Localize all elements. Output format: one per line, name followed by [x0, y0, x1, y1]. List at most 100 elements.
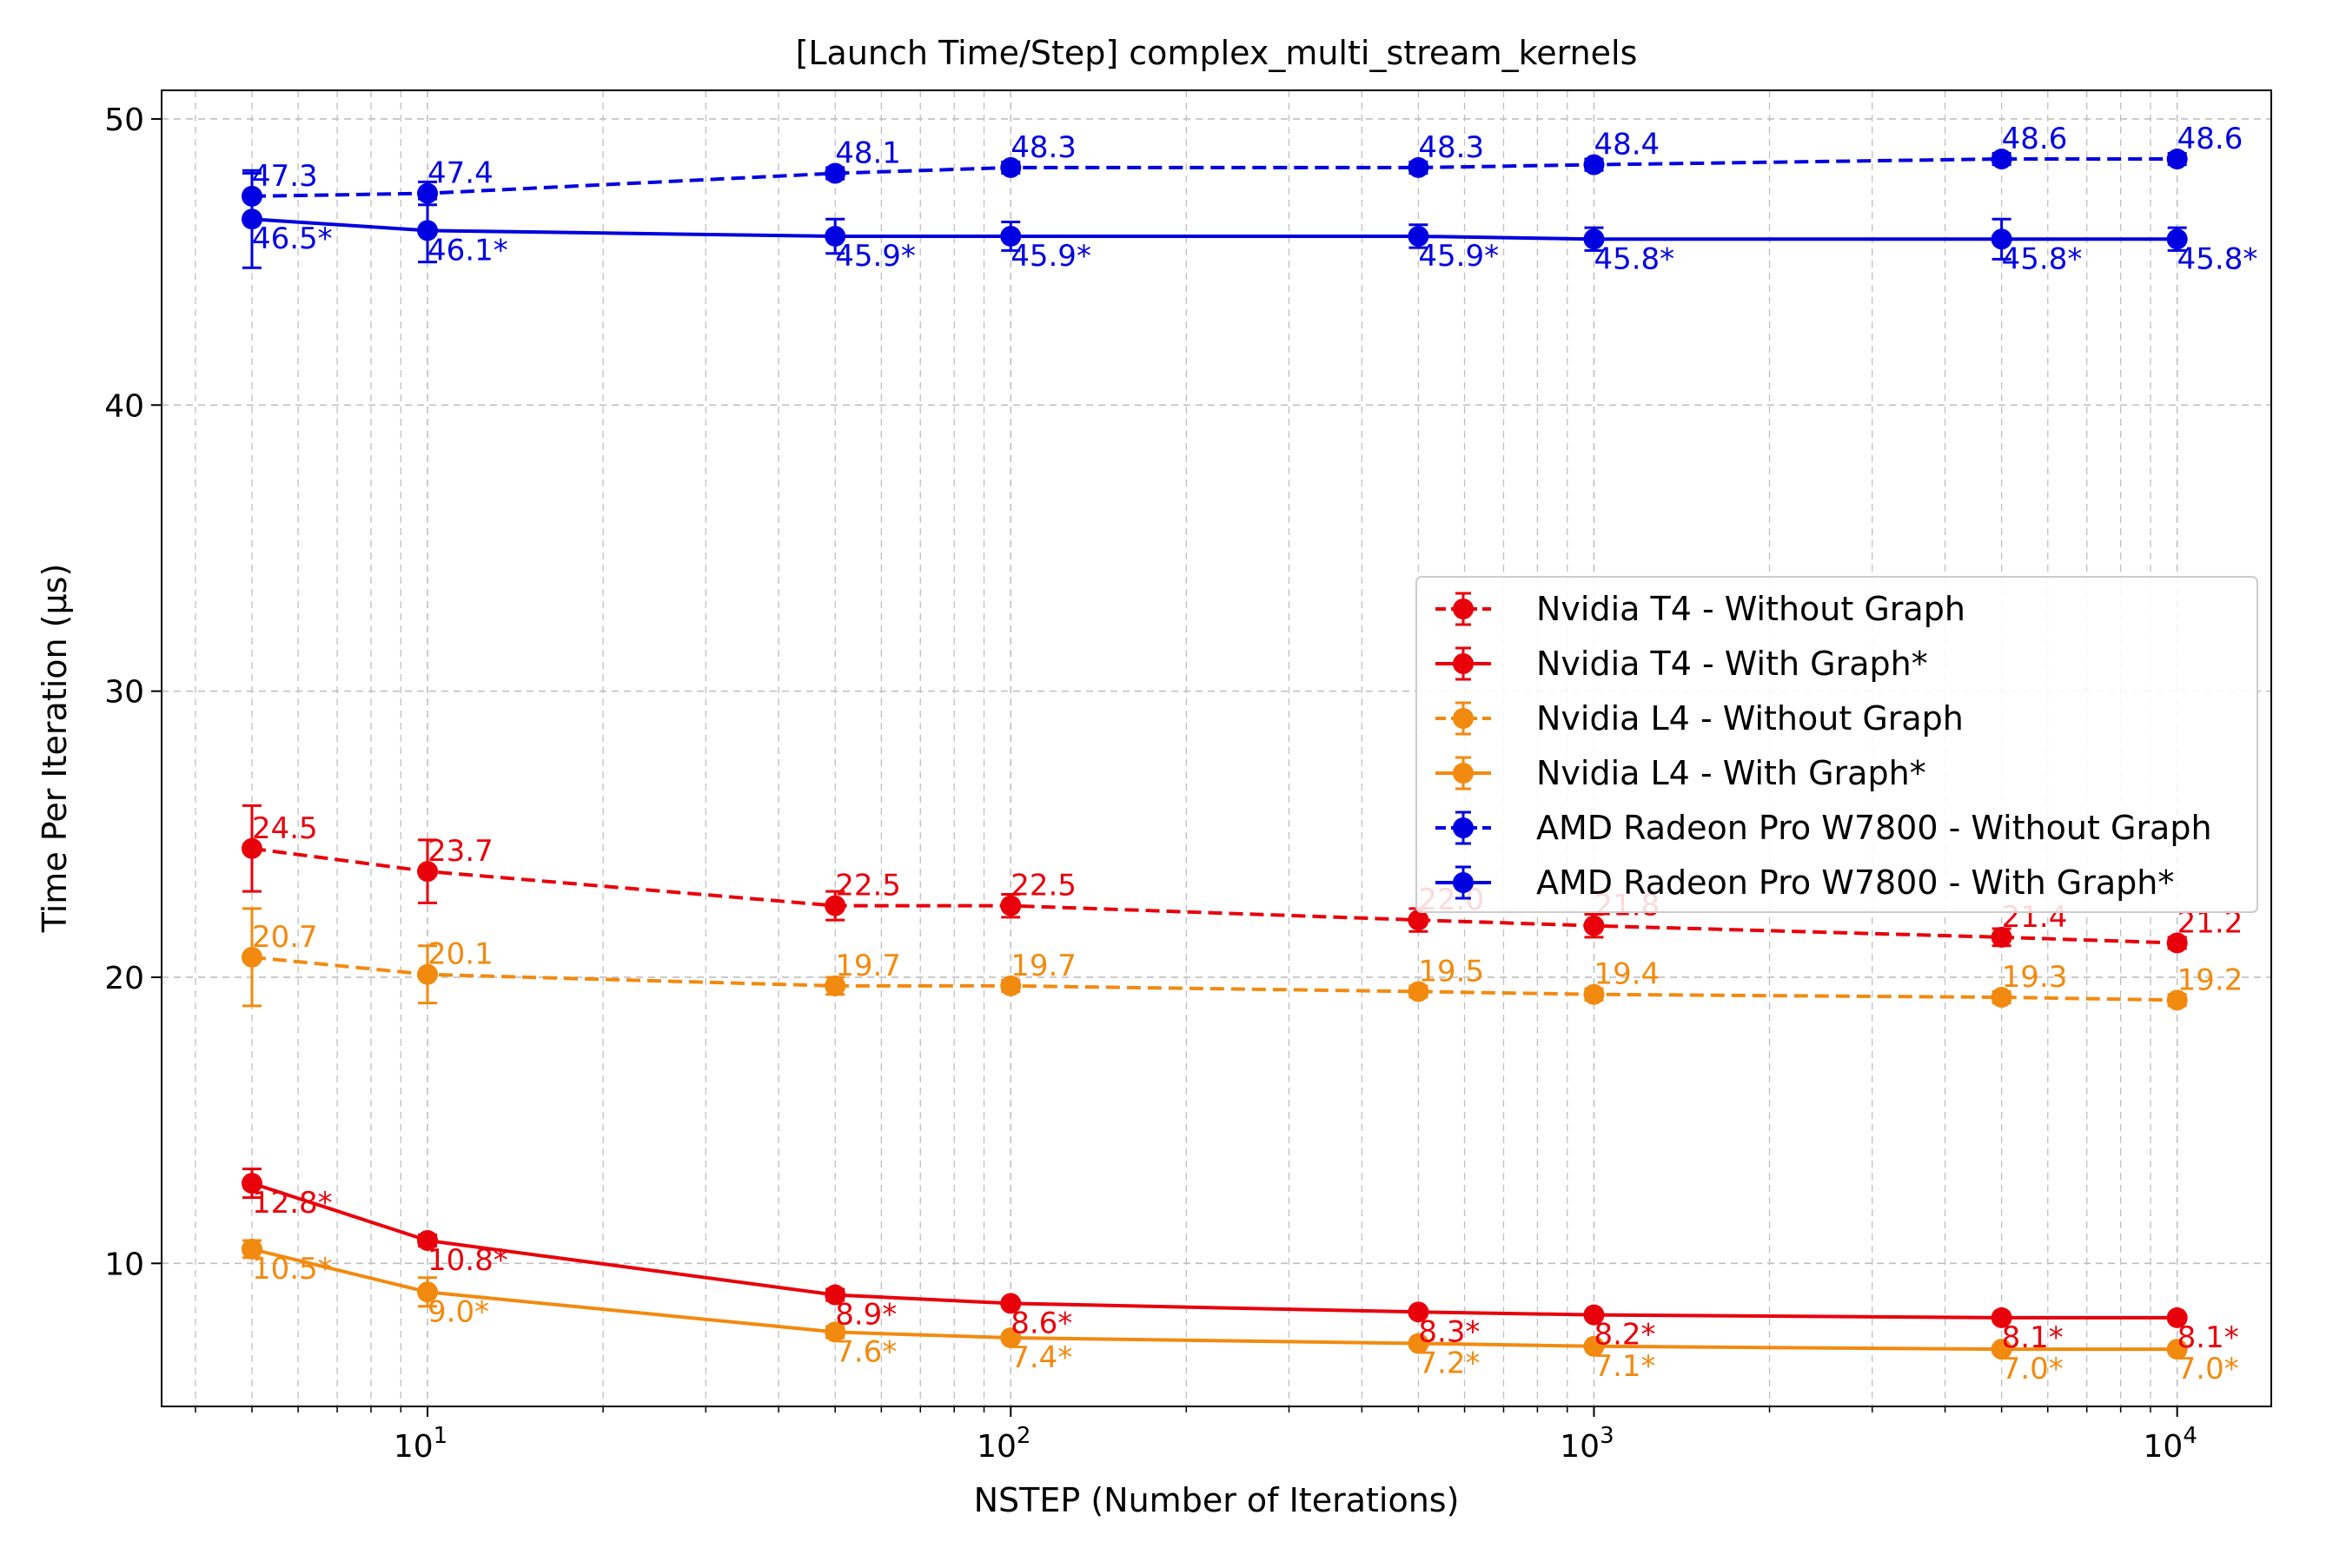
series-line: [251, 955, 2177, 1002]
data-point: [1000, 156, 1022, 178]
legend-item: Nvidia T4 - Without Graph: [1435, 590, 1965, 628]
data-point: [825, 162, 846, 184]
x-tick-base: 10: [394, 1429, 434, 1465]
chart-title: [Launch Time/Step] complex_multi_stream_…: [796, 34, 1638, 72]
data-point: [1583, 983, 1605, 1005]
data-label: 7.2*: [1418, 1346, 1480, 1381]
series-line: [251, 1247, 2177, 1352]
legend-box: [1415, 576, 2258, 913]
data-label: 7.6*: [835, 1334, 897, 1369]
series: [241, 907, 2188, 1011]
data-label: 19.5: [1418, 954, 1484, 989]
data-label: 47.4: [427, 156, 494, 191]
series-layer: [241, 149, 2188, 1360]
data-point: [825, 1321, 846, 1343]
data-label: 48.3: [1418, 130, 1484, 165]
data-point: [1583, 154, 1605, 175]
data-point: [1583, 1335, 1605, 1357]
data-point: [1991, 926, 2012, 948]
data-point: [2166, 1339, 2188, 1360]
data-label: 19.3: [2002, 960, 2068, 995]
legend-marker: [1453, 653, 1474, 674]
data-label: 7.0*: [2002, 1352, 2064, 1386]
data-label: 19.4: [1594, 957, 1660, 992]
x-tick-label: 102: [977, 1423, 1031, 1465]
data-point: [825, 225, 846, 247]
x-tick-base: 10: [2144, 1429, 2184, 1465]
data-label: 19.2: [2177, 963, 2243, 997]
data-point: [241, 208, 262, 230]
data-point: [1991, 1339, 2012, 1360]
series: [241, 1238, 2188, 1360]
legend-item: Nvidia L4 - Without Graph: [1435, 699, 1964, 738]
x-tick-label: 101: [394, 1423, 447, 1465]
data-label: 45.8*: [1594, 241, 1674, 276]
data-label: 45.9*: [835, 239, 916, 274]
data-point: [417, 861, 439, 883]
legend-label: AMD Radeon Pro W7800 - Without Graph: [1536, 809, 2212, 847]
legend-label: Nvidia L4 - With Graph*: [1536, 754, 1926, 792]
legend-label: Nvidia T4 - Without Graph: [1536, 590, 1965, 628]
series-line: [251, 157, 2177, 198]
data-label: 12.8*: [252, 1186, 333, 1221]
legend-item: AMD Radeon Pro W7800 - With Graph*: [1435, 863, 2174, 902]
data-point: [1991, 149, 2012, 170]
x-tick-base: 10: [977, 1429, 1017, 1465]
data-point: [2166, 228, 2188, 250]
data-label: 45.8*: [2177, 241, 2258, 276]
data-label: 45.9*: [1011, 239, 1091, 274]
series: [241, 149, 2188, 221]
legend-marker: [1453, 708, 1474, 729]
data-point: [1000, 225, 1022, 247]
data-point: [1583, 915, 1605, 936]
data-label: 22.5: [835, 869, 901, 903]
data-point: [1000, 895, 1022, 916]
data-point: [1000, 1327, 1022, 1348]
data-label: 45.8*: [2002, 241, 2083, 276]
data-label: 10.8*: [427, 1243, 508, 1278]
data-label: 7.0*: [2177, 1352, 2239, 1386]
data-label: 8.9*: [835, 1298, 897, 1333]
legend-label: Nvidia T4 - With Graph*: [1536, 645, 1928, 683]
data-label: 10.5*: [252, 1252, 333, 1287]
data-label: 46.1*: [427, 233, 508, 268]
data-point: [417, 1229, 439, 1251]
plot-frame: [161, 89, 2272, 1407]
data-label: 7.1*: [1594, 1349, 1655, 1384]
x-tick-exponent: 3: [1600, 1423, 1614, 1449]
y-tick-label: 40: [104, 388, 144, 424]
data-point: [1991, 1307, 2012, 1328]
series-line: [251, 846, 2177, 945]
data-point: [1000, 1293, 1022, 1314]
data-label: 8.1*: [2002, 1320, 2064, 1355]
legend-marker: [1453, 817, 1474, 838]
x-tick-exponent: 2: [1017, 1423, 1031, 1449]
data-point: [1583, 1304, 1605, 1326]
data-label: 24.5: [252, 811, 318, 846]
data-point: [417, 963, 439, 985]
series: [241, 804, 2188, 954]
data-label: 20.1: [427, 937, 494, 972]
y-tick-label: 50: [104, 103, 144, 138]
data-point: [825, 975, 846, 996]
series: [241, 1168, 2188, 1328]
data-label: 7.4*: [1011, 1340, 1072, 1375]
data-label: 47.3: [252, 159, 318, 194]
data-point: [2166, 932, 2188, 954]
data-point: [1000, 975, 1022, 996]
data-label: 8.2*: [1594, 1318, 1655, 1353]
data-point: [1408, 1333, 1429, 1354]
data-label: 48.6: [2002, 122, 2068, 156]
legend-marker: [1453, 763, 1474, 784]
data-label: 23.7: [427, 834, 494, 869]
y-tick-label: 20: [104, 961, 144, 996]
data-label: 19.7: [835, 949, 901, 983]
data-label: 8.1*: [2177, 1320, 2239, 1355]
data-label: 20.7: [252, 920, 318, 955]
data-point: [417, 1281, 439, 1303]
data-label: 48.6: [2177, 122, 2243, 156]
data-point: [241, 1173, 262, 1194]
legend-marker: [1453, 872, 1474, 893]
